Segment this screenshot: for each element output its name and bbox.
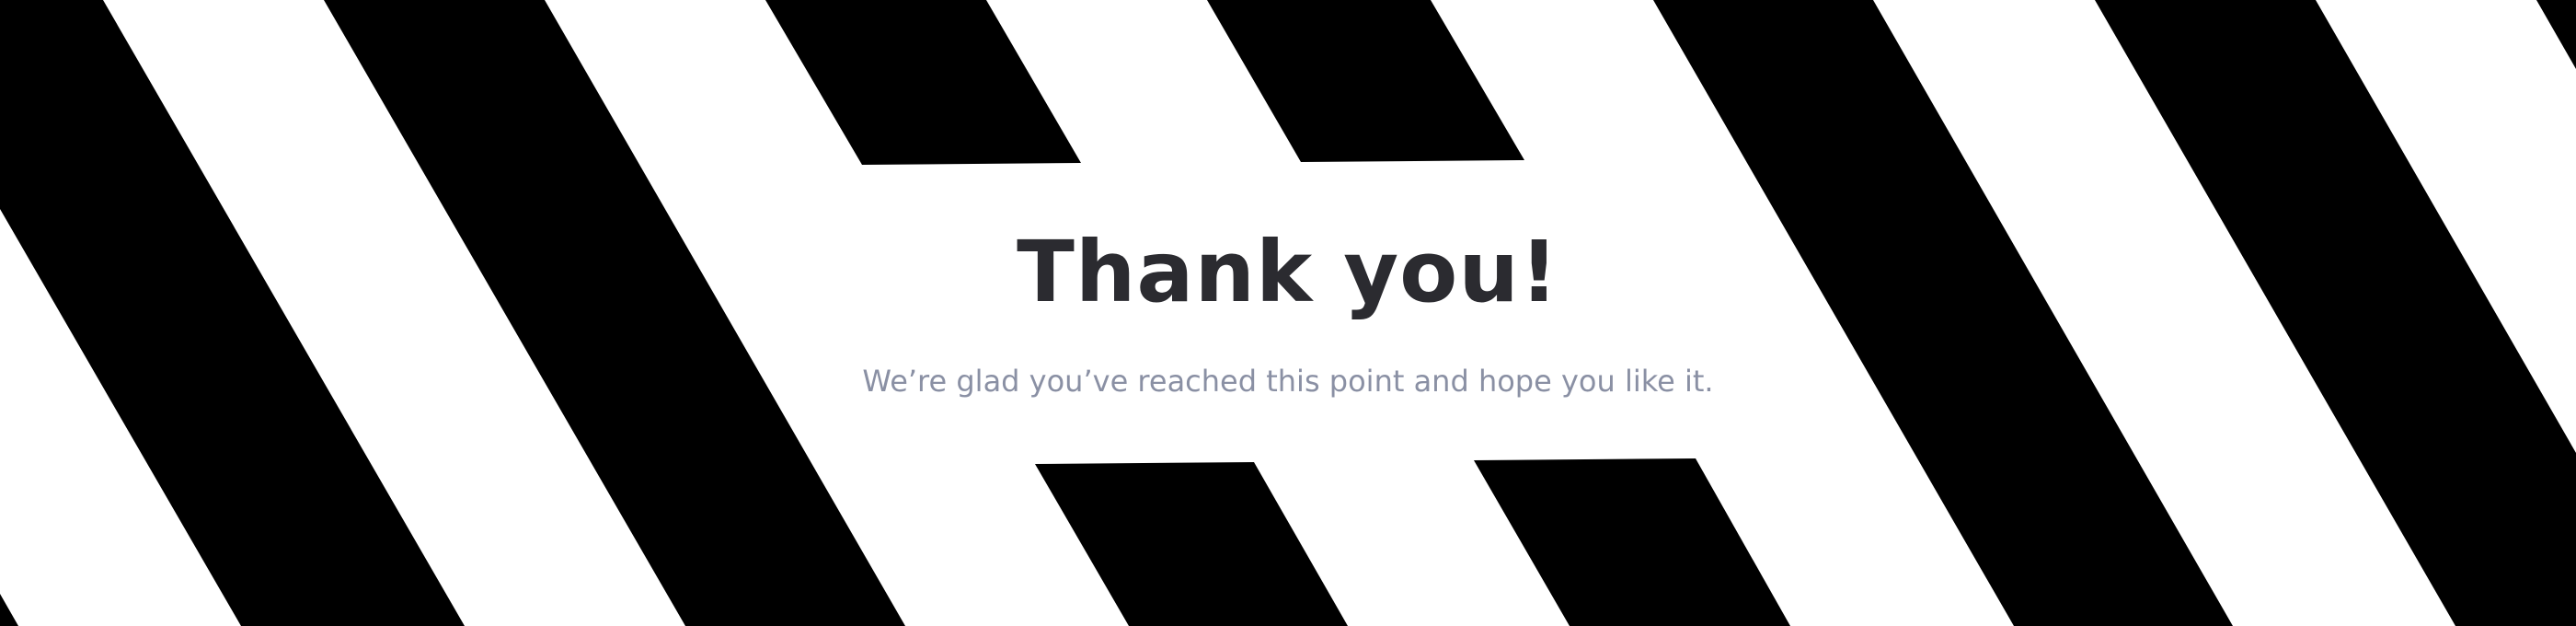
page-title: Thank you!: [1017, 223, 1559, 321]
stripe-left-edge: [0, 0, 465, 626]
stripe-band-1: [324, 0, 905, 626]
stripe-top-right-corner: [2536, 0, 2576, 69]
stripe-band-3: [2095, 0, 2576, 626]
page-subtitle: We’re glad you’ve reached this point and…: [862, 364, 1714, 399]
stripe-bottom-block-1: [1035, 462, 1348, 626]
stripe-band-2: [1653, 0, 2233, 626]
stripe-top-block-1: [765, 0, 1081, 165]
stripe-top-block-2: [1207, 0, 1524, 162]
stripe-bottom-block-2: [1474, 458, 1790, 626]
stripe-bottom-left-corner: [0, 594, 18, 626]
